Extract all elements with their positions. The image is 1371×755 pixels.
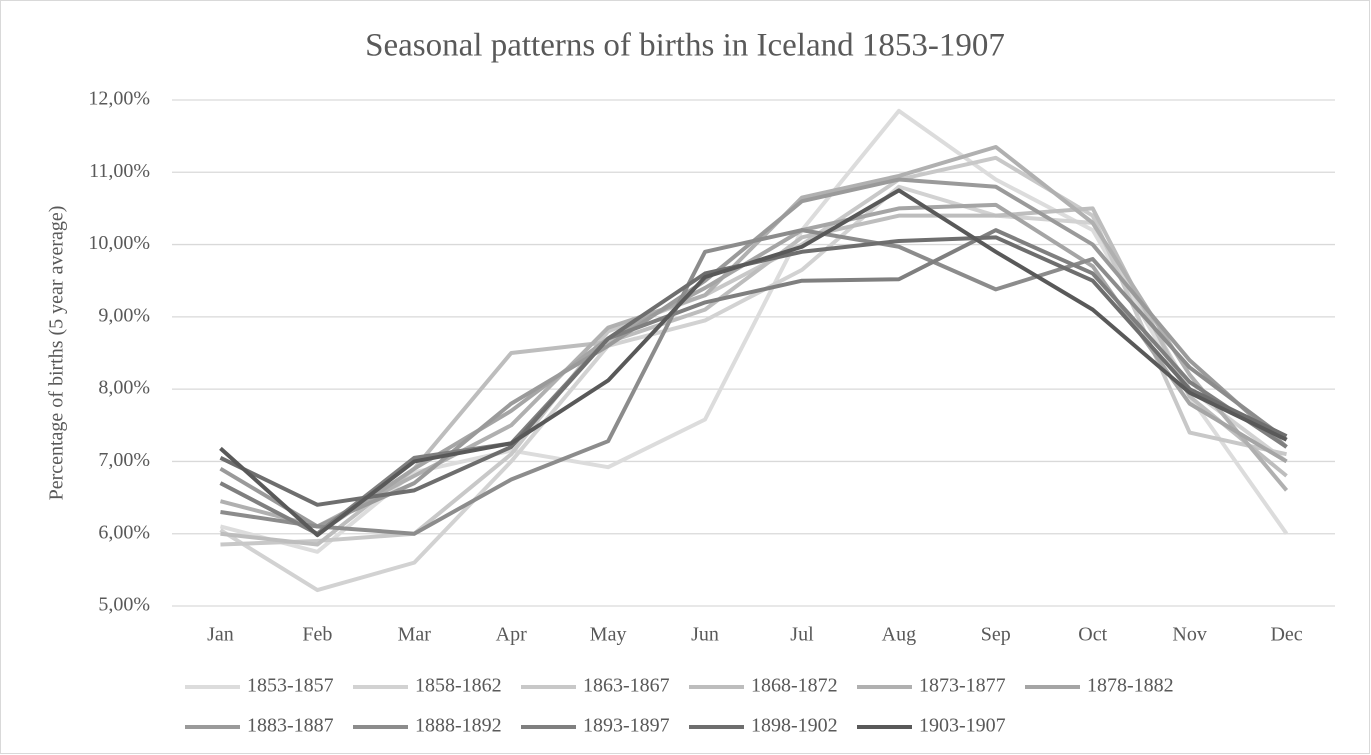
x-tick-label: Aug <box>882 624 916 646</box>
x-tick-label: Sep <box>981 624 1011 646</box>
series-line <box>219 228 1288 536</box>
y-tick-label: 6,00% <box>98 521 150 543</box>
legend-label: 1898-1902 <box>751 715 838 737</box>
y-tick-label: 8,00% <box>98 377 150 399</box>
x-tick-label: Oct <box>1078 624 1107 646</box>
y-tick-label: 11,00% <box>89 160 150 182</box>
x-tick-label: Mar <box>398 624 432 646</box>
legend-label: 1893-1897 <box>583 715 670 737</box>
x-tick-label: Jan <box>207 624 234 646</box>
x-tick-label: Apr <box>496 624 527 646</box>
x-tick-label: Jul <box>790 624 814 646</box>
y-tick-label: 10,00% <box>88 232 150 254</box>
x-tick-label: Dec <box>1270 624 1302 646</box>
y-tick-label: 7,00% <box>98 449 150 471</box>
y-tick-label: 9,00% <box>98 304 150 326</box>
x-tick-label: May <box>590 624 627 646</box>
legend-label: 1888-1892 <box>415 715 502 737</box>
legend-label: 1863-1867 <box>583 675 670 697</box>
series-line <box>219 144 1289 529</box>
legend-label: 1903-1907 <box>919 715 1006 737</box>
legend-label: 1868-1872 <box>751 675 838 697</box>
x-tick-label: Jun <box>691 624 719 646</box>
chart-title: Seasonal patterns of births in Iceland 1… <box>365 28 1005 64</box>
y-tick-label: 12,00% <box>88 88 150 110</box>
y-tick-label: 5,00% <box>98 594 150 616</box>
series-line <box>220 228 1288 536</box>
legend-label: 1853-1857 <box>247 675 334 697</box>
x-tick-label: Feb <box>302 624 332 646</box>
legend-label: 1883-1887 <box>247 715 334 737</box>
legend-label: 1873-1877 <box>919 675 1006 697</box>
legend-label: 1878-1882 <box>1087 675 1174 697</box>
x-tick-label: Nov <box>1172 624 1206 646</box>
series-line <box>219 188 1288 538</box>
y-axis-title: Percentage of births (5 year average) <box>46 206 68 501</box>
legend-label: 1858-1862 <box>415 675 502 697</box>
